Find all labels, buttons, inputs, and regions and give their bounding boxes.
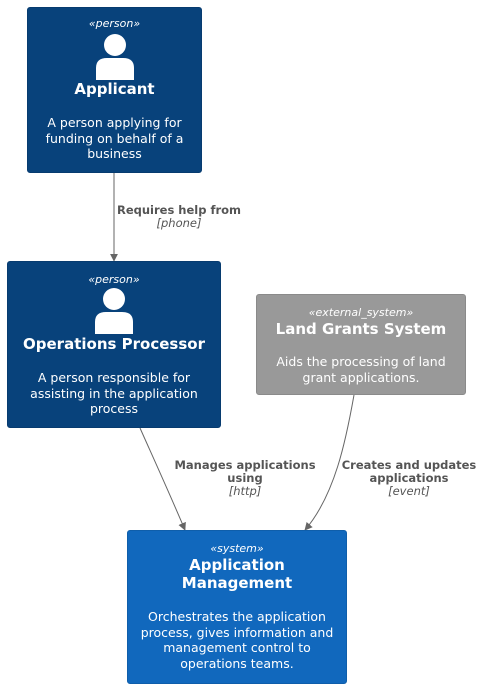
edge-land-grants-to-application-management (304, 394, 355, 531)
operations-processor-title: Operations Processor (23, 335, 205, 353)
edge-label-text: Creates and updates applications (341, 458, 477, 485)
applicant-title: Applicant (74, 80, 155, 98)
operations-processor-node[interactable]: «person» Operations Processor A person r… (7, 261, 221, 428)
land-grants-system-title: Land Grants System (275, 320, 447, 338)
edge-label-requires-help: Requires help from [phone] (106, 204, 252, 230)
applicant-stereotype: «person» (88, 17, 141, 30)
person-icon (95, 288, 133, 334)
person-icon (95, 34, 134, 80)
applicant-node[interactable]: «person» Applicant A person applying for… (27, 7, 202, 173)
applicant-description: A person applying for funding on behalf … (45, 115, 184, 161)
edge-technology-text: [phone] (156, 216, 202, 230)
land-grants-system-description: Aids the processing of land grant applic… (276, 354, 446, 385)
land-grants-system-stereotype: «external_system» (308, 306, 414, 319)
edge-label-creates-updates: Creates and updates applications [event] (336, 459, 482, 498)
edge-label-manages-applications: Manages applications using [http] (166, 459, 324, 498)
application-management-description: Orchestrates the application process, gi… (140, 609, 334, 671)
edge-label-text: Requires help from (116, 203, 242, 217)
operations-processor-description: A person responsible for assisting in th… (30, 370, 198, 416)
edge-technology-text: [http] (228, 484, 262, 498)
application-management-title: Application Management (181, 556, 293, 592)
application-management-node[interactable]: «system» Application Management Orchestr… (127, 530, 347, 684)
edge-technology-text: [event] (388, 484, 430, 498)
edge-operations-processor-to-application-management (139, 427, 186, 531)
edge-label-text: Manages applications using (174, 458, 316, 485)
land-grants-system-node[interactable]: «external_system» Land Grants System Aid… (256, 294, 466, 395)
operations-processor-stereotype: «person» (88, 273, 140, 286)
application-management-stereotype: «system» (210, 542, 264, 555)
